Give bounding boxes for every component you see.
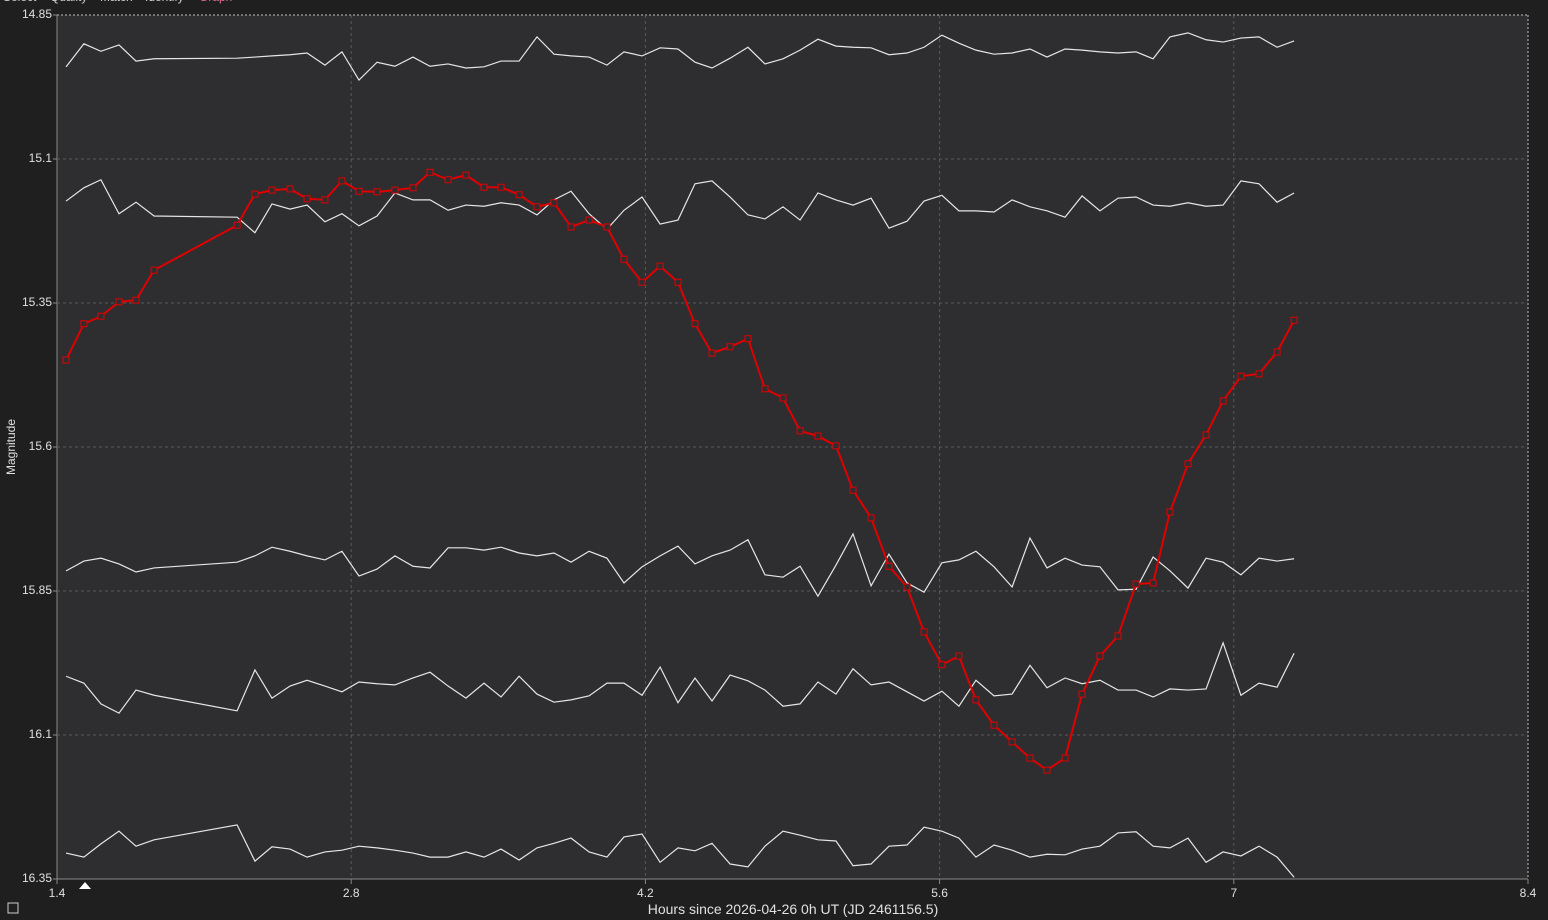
point-marker xyxy=(656,262,664,270)
point-marker xyxy=(115,298,123,306)
point-marker xyxy=(567,223,575,231)
point-marker xyxy=(832,442,840,450)
point-marker xyxy=(779,394,787,402)
point-marker xyxy=(1008,738,1016,746)
point-marker xyxy=(1132,580,1140,588)
y-tick-label: 15.35 xyxy=(22,295,52,309)
point-marker xyxy=(1149,579,1157,587)
y-axis-label: Magnitude xyxy=(4,419,18,475)
series-line xyxy=(65,641,1295,714)
point-marker xyxy=(990,721,998,729)
point-marker xyxy=(674,278,682,286)
point-marker xyxy=(62,356,70,364)
series-line xyxy=(65,532,1295,598)
series-line xyxy=(65,178,1295,234)
y-tick-label: 15.1 xyxy=(29,151,53,165)
point-marker xyxy=(814,432,822,440)
point-marker xyxy=(1273,348,1281,356)
tab[interactable]: Graph xyxy=(199,0,232,4)
point-marker xyxy=(132,296,140,304)
x-tick-label: 2.8 xyxy=(343,886,360,900)
point-marker xyxy=(726,343,734,351)
x-tick-label: 8.4 xyxy=(1520,886,1537,900)
point-marker xyxy=(391,186,399,194)
point-marker xyxy=(233,221,241,229)
tab[interactable]: Match xyxy=(100,0,133,4)
point-marker xyxy=(1096,652,1104,660)
point-marker xyxy=(691,320,699,328)
corner-button[interactable] xyxy=(7,902,19,914)
point-marker xyxy=(885,562,893,570)
point-marker xyxy=(426,168,434,176)
point-marker xyxy=(533,203,541,211)
tab[interactable]: Select xyxy=(3,0,37,4)
point-marker xyxy=(903,583,911,591)
point-marker xyxy=(150,266,158,274)
point-marker xyxy=(497,183,505,191)
point-marker xyxy=(286,185,294,193)
point-marker xyxy=(80,320,88,328)
point-marker xyxy=(303,195,311,203)
point-marker xyxy=(1026,754,1034,762)
x-tick-label: 1.4 xyxy=(49,886,66,900)
point-marker xyxy=(1078,690,1086,698)
point-marker xyxy=(955,652,963,660)
y-tick-label: 15.85 xyxy=(22,583,52,597)
point-marker xyxy=(603,223,611,231)
y-tick-label: 16.1 xyxy=(29,727,53,741)
point-marker xyxy=(1290,316,1298,324)
point-marker xyxy=(761,385,769,393)
x-tick-label: 5.6 xyxy=(931,886,948,900)
point-marker xyxy=(1061,754,1069,762)
x-axis-label: Hours since 2026-04-26 0h UT (JD 2461156… xyxy=(648,901,939,917)
point-marker xyxy=(515,191,523,199)
point-marker xyxy=(321,196,329,204)
point-marker xyxy=(373,188,381,196)
series-line xyxy=(65,32,1295,82)
point-marker xyxy=(585,216,593,224)
point-marker xyxy=(1255,370,1263,378)
point-marker xyxy=(97,312,105,320)
point-marker xyxy=(796,427,804,435)
point-marker xyxy=(338,177,346,185)
y-tick-label: 14.85 xyxy=(22,7,52,21)
point-marker xyxy=(409,184,417,192)
point-marker xyxy=(920,628,928,636)
point-marker xyxy=(268,186,276,194)
point-marker xyxy=(938,661,946,669)
point-marker xyxy=(638,278,646,286)
marker-triangle[interactable] xyxy=(79,882,91,889)
point-marker xyxy=(462,171,470,179)
point-marker xyxy=(849,486,857,494)
point-marker xyxy=(708,349,716,357)
point-marker xyxy=(355,187,363,195)
y-tick-label: 16.35 xyxy=(22,871,52,885)
point-marker xyxy=(1114,632,1122,640)
point-marker xyxy=(251,190,259,198)
point-marker xyxy=(620,255,628,263)
point-marker xyxy=(550,199,558,207)
point-marker xyxy=(972,696,980,704)
x-tick-label: 7 xyxy=(1230,886,1237,900)
point-marker xyxy=(1219,397,1227,405)
point-marker xyxy=(744,335,752,343)
point-marker xyxy=(867,514,875,522)
tab[interactable]: Quality xyxy=(50,0,87,4)
point-marker xyxy=(1166,508,1174,516)
tab-strip: Select Quality Match Identify Graph xyxy=(3,0,232,4)
point-marker xyxy=(1043,766,1051,774)
point-marker xyxy=(480,183,488,191)
x-tick-label: 4.2 xyxy=(637,886,654,900)
y-tick-label: 15.6 xyxy=(29,439,53,453)
point-marker xyxy=(444,176,452,184)
point-marker xyxy=(1237,372,1245,380)
tab[interactable]: Identify xyxy=(145,0,184,4)
series-line xyxy=(65,824,1295,878)
point-marker xyxy=(1184,460,1192,468)
point-marker xyxy=(1202,431,1210,439)
